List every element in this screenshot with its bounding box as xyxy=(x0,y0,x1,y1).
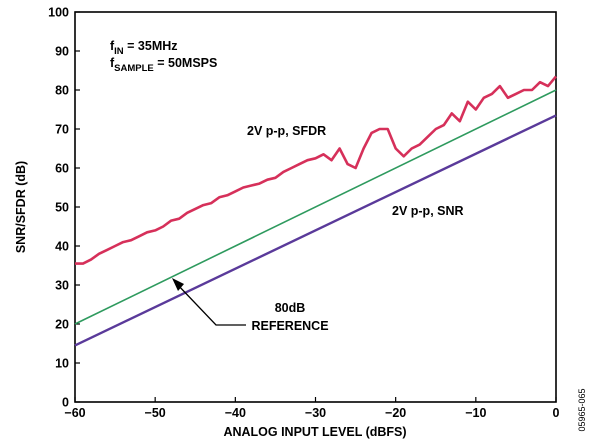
y-tick-label: 20 xyxy=(55,318,69,332)
y-tick-label: 10 xyxy=(55,357,69,371)
reference-label-line2: REFERENCE xyxy=(251,319,328,333)
y-tick-label: 100 xyxy=(48,6,69,20)
y-axis-label: SNR/SFDR (dB) xyxy=(14,161,28,253)
x-tick-label: −30 xyxy=(305,406,326,420)
y-tick-label: 0 xyxy=(62,396,69,410)
series-line-snr xyxy=(74,114,557,347)
series-layer xyxy=(74,75,558,347)
condition-fin-label: fIN = 35MHz xyxy=(110,39,178,57)
x-tick-label: 0 xyxy=(553,406,560,420)
snr-series-label: 2V p-p, SNR xyxy=(392,204,464,218)
reference-label-line1: 80dB xyxy=(275,301,306,315)
y-axis-ticks: 0 10 20 30 40 50 60 70 80 90 100 xyxy=(48,6,80,410)
y-tick-label: 80 xyxy=(55,84,69,98)
x-tick-label: −60 xyxy=(64,406,85,420)
y-tick-label: 40 xyxy=(55,240,69,254)
condition-fsample-label: fSAMPLE = 50MSPS xyxy=(110,56,217,74)
series-line-80db-reference xyxy=(74,89,557,325)
y-tick-label: 60 xyxy=(55,162,69,176)
series-line-sfdr xyxy=(75,75,558,265)
reference-arrow xyxy=(172,278,246,326)
x-tick-label: −20 xyxy=(385,406,406,420)
figure-id: 05965-065 xyxy=(577,388,587,431)
x-axis-ticks: −60 −50 −40 −30 −20 −10 0 xyxy=(64,397,560,420)
x-tick-label: −40 xyxy=(225,406,246,420)
x-axis-label: ANALOG INPUT LEVEL (dBFS) xyxy=(223,425,406,439)
x-tick-label: −50 xyxy=(145,406,166,420)
sfdr-series-label: 2V p-p, SFDR xyxy=(247,124,326,138)
y-tick-label: 30 xyxy=(55,279,69,293)
y-tick-label: 50 xyxy=(55,201,69,215)
y-tick-label: 70 xyxy=(55,123,69,137)
y-tick-label: 90 xyxy=(55,45,69,59)
x-tick-label: −10 xyxy=(465,406,486,420)
